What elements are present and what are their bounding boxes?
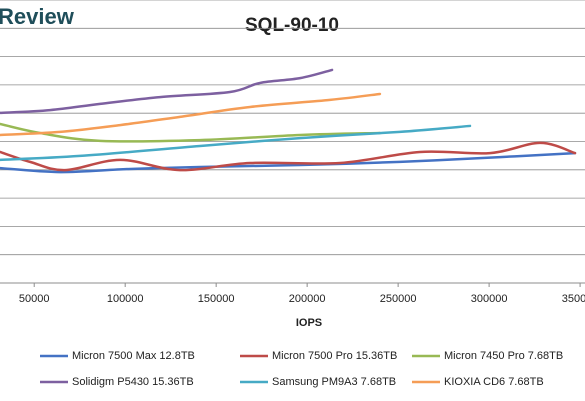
chart-title: SQL-90-10: [245, 15, 339, 36]
legend-label: Micron 7450 Pro 7.68TB: [444, 350, 563, 362]
series-line: [0, 151, 577, 174]
x-axis-title: IOPS: [296, 317, 322, 329]
x-tick-label: 200000: [289, 293, 326, 305]
x-tick-label: 250000: [380, 293, 417, 305]
legend-label: KIOXIA CD6 7.68TB: [444, 376, 544, 388]
x-tick-label: 100000: [107, 293, 144, 305]
series-line: [0, 92, 382, 137]
x-tick-label: 350000: [562, 293, 585, 305]
logo-text: Review: [0, 4, 75, 29]
x-tick-label: 150000: [198, 293, 235, 305]
legend-label: Solidigm P5430 15.36TB: [72, 376, 194, 388]
x-tick-label: 300000: [471, 293, 508, 305]
legend-label: Samsung PM9A3 7.68TB: [272, 376, 396, 388]
series-line: [0, 68, 334, 115]
series-line: [0, 124, 472, 162]
x-tick-label: 50000: [19, 293, 50, 305]
legend-label: Micron 7500 Pro 15.36TB: [272, 350, 397, 362]
legend-label: Micron 7500 Max 12.8TB: [72, 350, 195, 362]
series-line: [0, 141, 577, 172]
